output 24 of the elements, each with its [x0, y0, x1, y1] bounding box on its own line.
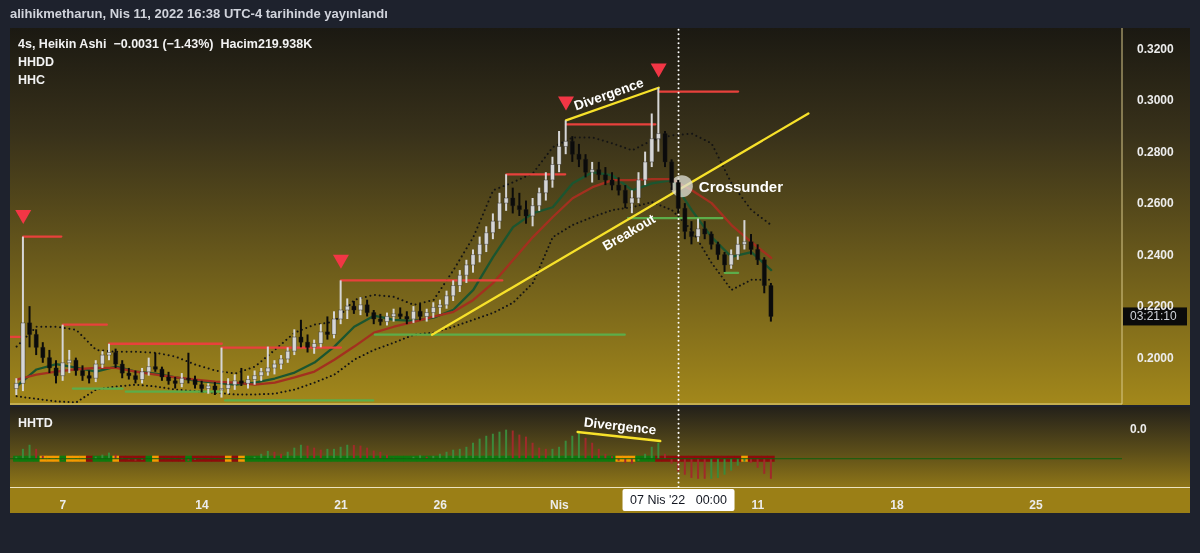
annotation: Divergence — [583, 414, 658, 438]
y-tick-label: 0.2800 — [1137, 144, 1175, 159]
text: 0.0 — [1130, 422, 1148, 436]
x-tick-label: 18 — [890, 497, 904, 512]
y-tick-label: 0.2600 — [1137, 196, 1175, 211]
x-tick-label: 21 — [334, 497, 348, 512]
text: 03:21:10 — [1130, 309, 1178, 324]
x-tick-label: 11 — [751, 497, 765, 512]
y-tick-label: 0.3200 — [1137, 41, 1175, 56]
text: 4s, Heikin Ashi −0.0031 (−1.43%) Hacim219.938K — [18, 36, 313, 53]
y-tick-label: 0.3000 — [1137, 93, 1175, 108]
annotation: Crossunder — [698, 177, 784, 195]
annotation: HHTD — [18, 415, 53, 432]
chart-title: alihikmetharun, Nis 11, 2022 16:38 UTC-4 tarihinde yayınlandı — [10, 6, 388, 21]
y-tick-label: 0.2400 — [1137, 247, 1175, 262]
x-tick-label: 14 — [195, 497, 209, 512]
y-tick-label: 0.2000 — [1137, 350, 1175, 365]
x-tick-label: 7 — [59, 497, 67, 512]
annotation: HHDD — [18, 54, 56, 71]
ref-line-label: 07 Nis '22 00:00 — [630, 493, 728, 507]
x-tick-label: Nis — [550, 497, 570, 512]
annotation: HHC — [18, 72, 47, 89]
x-tick-label: 25 — [1029, 497, 1043, 512]
x-tick-label: 26 — [433, 497, 448, 512]
